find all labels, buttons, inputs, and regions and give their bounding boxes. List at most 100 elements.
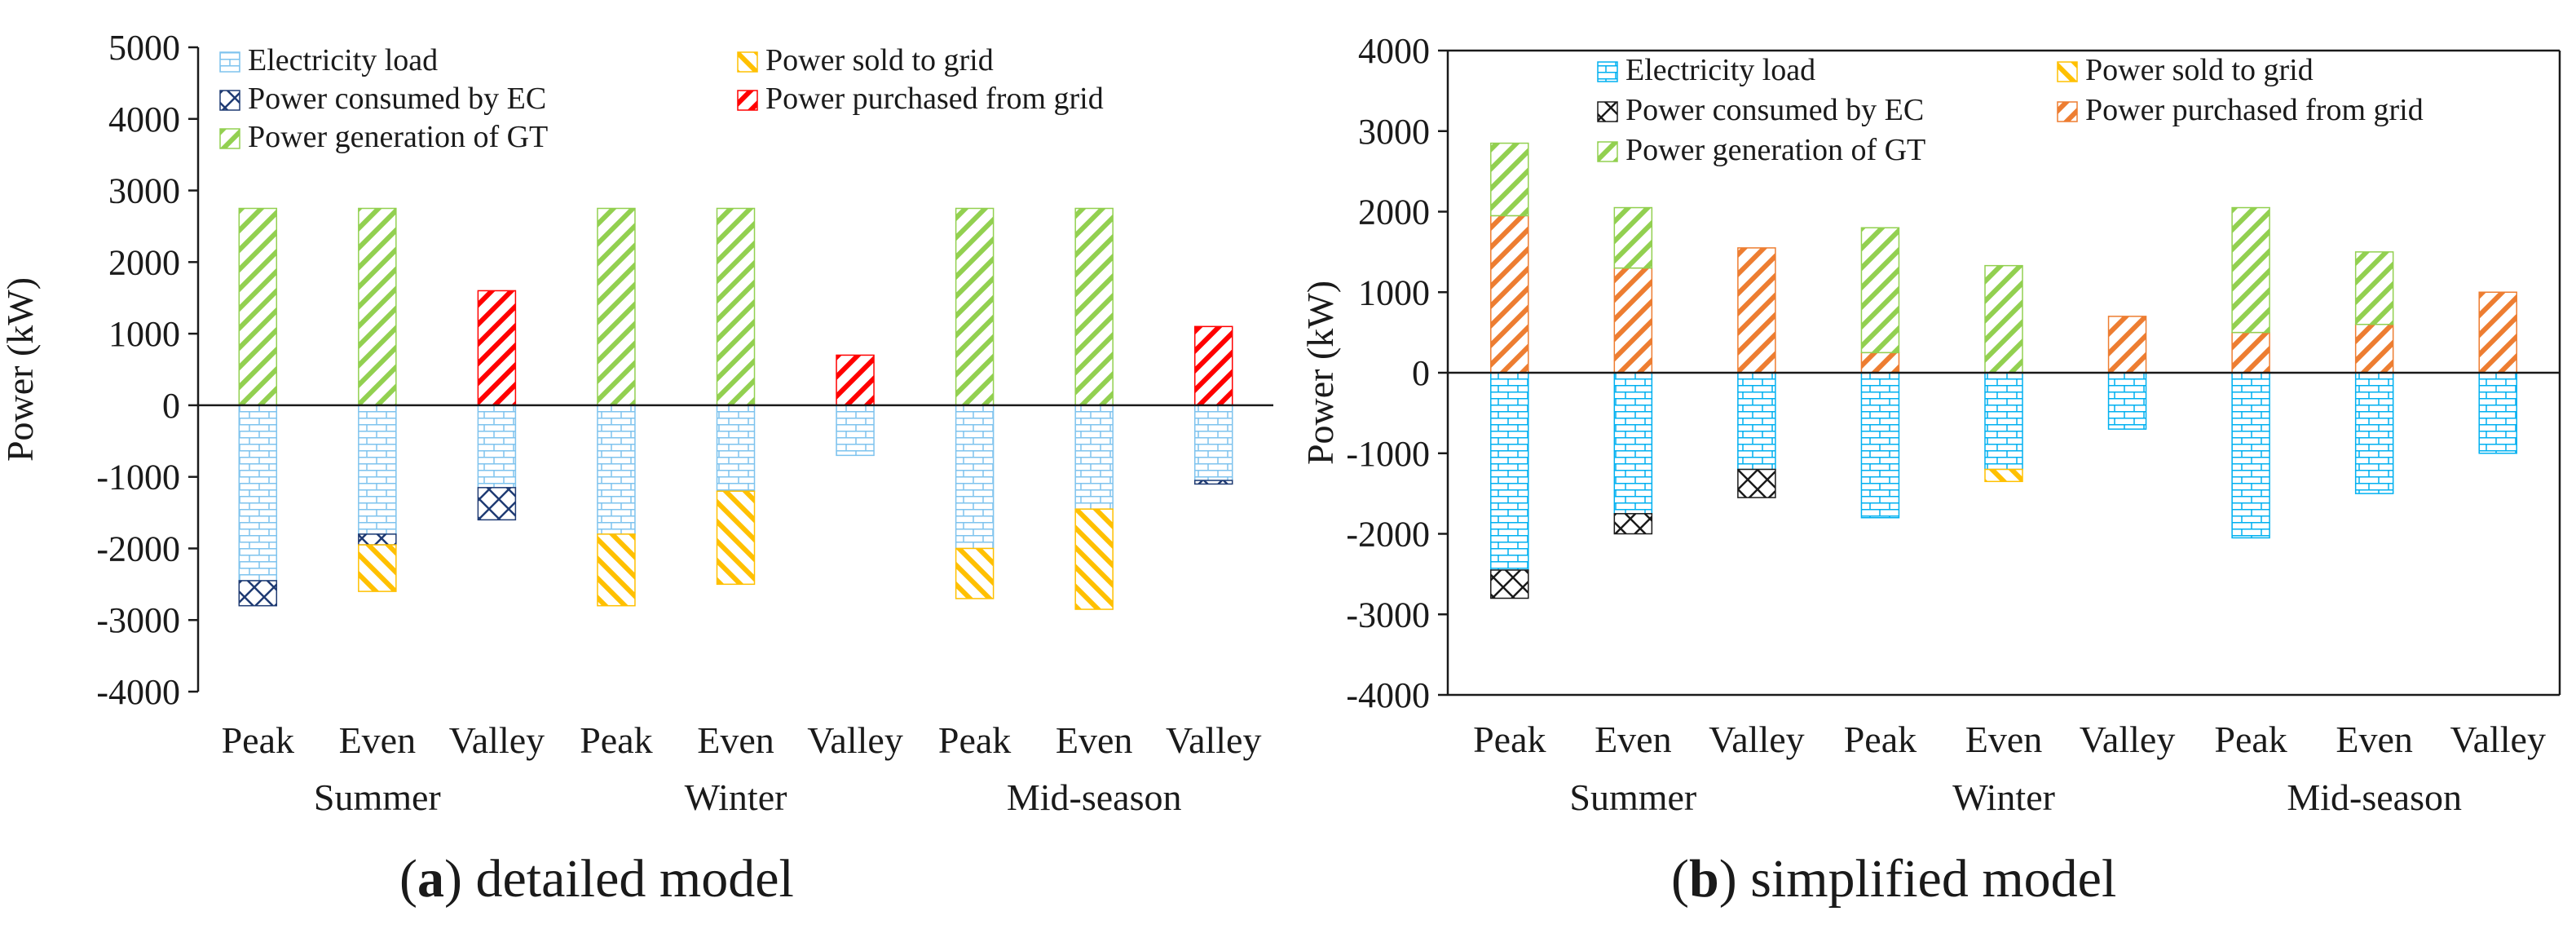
x-tick-label: Peak: [1844, 719, 1917, 760]
bar-purchased-0: [1490, 215, 1529, 374]
legend-label-load: Electricity load: [1625, 53, 1815, 87]
x-tick-label: Valley: [2080, 719, 2176, 760]
x-tick-label: Peak: [580, 719, 652, 761]
x-tick-label: Valley: [449, 719, 545, 761]
legend-label-sold: Power sold to grid: [2085, 53, 2314, 87]
caption-b-letter: b: [1688, 849, 1719, 909]
x-tick-label: Even: [1595, 719, 1672, 760]
bar-load-5: [836, 405, 875, 457]
bar-purchased-3: [1860, 352, 1900, 374]
legend-label-ec: Power consumed by EC: [1625, 93, 1924, 127]
chart-panel-a: -4000 -3000 -2000 -1000 0 1000 2000 3000 4000 500…: [0, 28, 1273, 909]
legend-swatch-sold: [2057, 61, 2078, 82]
legend-swatch-gt: [219, 128, 240, 149]
bar-purchased-8: [2478, 291, 2517, 374]
bar-ec-0: [1490, 569, 1529, 599]
bar-purchased-6: [2231, 331, 2270, 374]
y-tick-label: 2000: [108, 242, 180, 282]
caption-b-text: simplified model: [1750, 849, 2117, 909]
bar-ec-1: [1613, 513, 1653, 535]
y-tick-label: 3000: [1358, 112, 1430, 152]
bar-gt-0: [1490, 142, 1529, 217]
group-label-winter: Winter: [685, 776, 787, 818]
bar-purchased-2: [477, 290, 517, 406]
bar-ec-1: [358, 533, 397, 546]
bar-load-1: [1613, 372, 1653, 515]
bar-load-7: [2354, 372, 2394, 494]
legend-swatch-purchased: [737, 90, 758, 111]
group-label-winter: Winter: [1952, 776, 2055, 818]
y-tick-label: -4000: [1346, 675, 1430, 715]
y-axis-label: Power (kW): [1299, 281, 1341, 465]
y-axis-label: Power (kW): [0, 277, 41, 462]
legend-label-sold: Power sold to grid: [765, 43, 994, 77]
y-tick-label: -1000: [1346, 434, 1430, 474]
group-label-mid-season: Mid-season: [2287, 776, 2462, 818]
bar-purchased-2: [1737, 247, 1776, 374]
legend-swatch-purchased: [2057, 101, 2078, 122]
y-tick-label: 1000: [1358, 272, 1430, 312]
x-tick-label: Even: [697, 719, 774, 761]
x-tick-label: Valley: [807, 719, 903, 761]
bar-load-8: [1193, 405, 1233, 481]
legend-swatch-sold: [737, 51, 758, 73]
bar-sold-4: [1984, 468, 2023, 483]
bar-purchased-8: [1193, 325, 1233, 406]
bar-ec-2: [477, 487, 517, 521]
bar-gt-3: [1860, 227, 1900, 354]
bar-gt-0: [238, 207, 278, 406]
bar-gt-4: [716, 207, 756, 406]
bar-gt-7: [2354, 251, 2394, 325]
bar-gt-6: [2231, 206, 2270, 334]
x-tick-label: Valley: [1166, 719, 1262, 761]
caption-a: (a) detailed model: [399, 849, 794, 909]
legend-label-gt: Power generation of GT: [1625, 133, 1925, 167]
bar-sold-6: [955, 547, 995, 599]
legend-label-purchased: Power purchased from grid: [765, 82, 1104, 116]
x-tick-label: Valley: [2450, 719, 2546, 760]
bar-load-2: [1737, 372, 1776, 471]
y-tick-label: 3000: [108, 171, 180, 211]
group-label-summer: Summer: [314, 776, 441, 818]
x-tick-label: Valley: [1709, 719, 1805, 760]
bar-load-0: [238, 405, 278, 582]
bar-load-6: [955, 405, 995, 550]
bar-sold-1: [358, 544, 397, 592]
legend-label-gt: Power generation of GT: [248, 120, 548, 154]
bar-load-6: [2231, 372, 2270, 539]
x-tick-label: Even: [339, 719, 417, 761]
legend-swatch-load: [219, 51, 240, 73]
bar-gt-3: [597, 207, 636, 406]
legend-swatch-load: [1597, 61, 1618, 82]
bar-load-3: [1860, 372, 1900, 519]
y-tick-label: -3000: [1346, 595, 1430, 635]
legend-swatch-gt: [1597, 141, 1618, 162]
y-tick-label: 4000: [108, 100, 180, 139]
x-tick-label: Peak: [222, 719, 294, 761]
chart-b-svg: -4000 -3000 -2000 -1000 0 1000 2000 3000 4000 Pow…: [1299, 31, 2561, 818]
bar-purchased-1: [1613, 267, 1653, 374]
caption-a-text: detailed model: [475, 849, 794, 909]
bar-purchased-5: [836, 354, 875, 406]
bar-load-4: [716, 405, 756, 492]
bar-load-8: [2478, 372, 2517, 454]
chart-a-svg: -4000 -3000 -2000 -1000 0 1000 2000 3000 4000 500…: [0, 28, 1273, 818]
legend-label-load: Electricity load: [248, 43, 438, 77]
bar-purchased-5: [2107, 316, 2147, 374]
y-tick-label: -2000: [96, 529, 180, 568]
y-tick-label: 2000: [1358, 192, 1430, 232]
bar-load-7: [1074, 405, 1114, 510]
bar-load-4: [1984, 372, 2023, 471]
x-tick-label: Peak: [938, 719, 1011, 761]
y-tick-label: 0: [1412, 353, 1430, 393]
y-tick-label: 4000: [1358, 31, 1430, 71]
bar-gt-6: [955, 207, 995, 406]
bar-load-1: [358, 405, 397, 535]
bar-ec-2: [1737, 468, 1776, 498]
x-tick-label: Even: [2336, 719, 2413, 760]
x-tick-label: Peak: [1473, 719, 1546, 760]
x-tick-label: Even: [1056, 719, 1133, 761]
y-tick-label: 5000: [108, 28, 180, 68]
bar-gt-7: [1074, 207, 1114, 406]
bar-gt-1: [358, 207, 397, 406]
